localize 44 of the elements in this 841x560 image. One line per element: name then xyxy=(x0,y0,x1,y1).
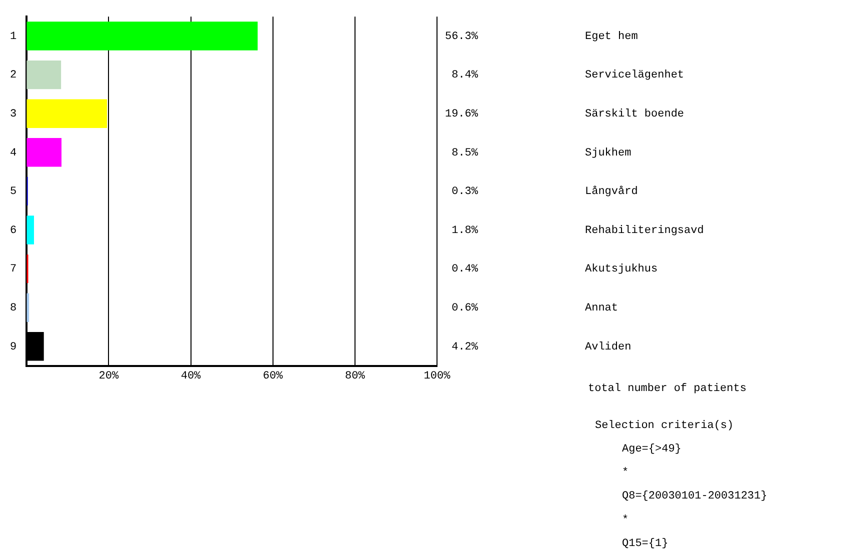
y-tick-label: 1 xyxy=(10,30,17,43)
text: Akutsjukhus xyxy=(585,264,658,276)
y-tick-label: 5 xyxy=(10,186,17,198)
text: Eget hem xyxy=(585,30,638,43)
text: Q15={1} xyxy=(622,538,668,550)
data-label: 0.3% xyxy=(452,186,478,198)
data-label: 19.6% xyxy=(444,108,478,121)
y-tick-label: 2 xyxy=(10,70,17,82)
bar xyxy=(26,60,62,90)
text: Långvård xyxy=(585,185,638,198)
text: Avliden xyxy=(585,341,632,354)
bar xyxy=(26,99,108,128)
text: Sjukhem xyxy=(585,147,632,160)
x-tick-label: 60% xyxy=(262,370,284,382)
data-label: 8.5% xyxy=(452,147,478,160)
text: Rehabiliteringsavd xyxy=(585,224,704,237)
data-label: 0.4% xyxy=(452,264,478,276)
text: * xyxy=(622,467,629,480)
x-tick-label: 40% xyxy=(180,370,202,382)
data-label: 4.2% xyxy=(452,341,478,354)
bar xyxy=(26,138,62,167)
y-tick-label: 8 xyxy=(10,302,17,315)
data-label: 8.4% xyxy=(452,70,478,82)
text: Q8={20030101-20031231} xyxy=(622,490,768,503)
data-label: 0.6% xyxy=(452,302,478,315)
x-tick-label: 80% xyxy=(345,370,366,382)
y-tick-label: 3 xyxy=(10,108,17,121)
text: Annat xyxy=(585,302,618,315)
bar xyxy=(26,216,34,244)
bar xyxy=(26,22,258,50)
text: * xyxy=(622,514,629,526)
data-label: 1.8% xyxy=(452,224,478,237)
x-tick-label: 100% xyxy=(424,370,451,382)
text: Selection criteria(s) xyxy=(595,420,734,432)
y-tick-label: 7 xyxy=(10,264,17,276)
text: total number of patients xyxy=(588,382,746,395)
x-tick-label: 20% xyxy=(98,370,119,382)
data-label: 56.3% xyxy=(444,30,478,43)
y-tick-label: 4 xyxy=(10,147,17,160)
text: Age={>49} xyxy=(622,444,682,456)
text: Servicelägenhet xyxy=(585,70,684,82)
text: Särskilt boende xyxy=(585,108,684,121)
y-tick-label: 9 xyxy=(10,341,17,354)
y-tick-label: 6 xyxy=(10,224,17,237)
